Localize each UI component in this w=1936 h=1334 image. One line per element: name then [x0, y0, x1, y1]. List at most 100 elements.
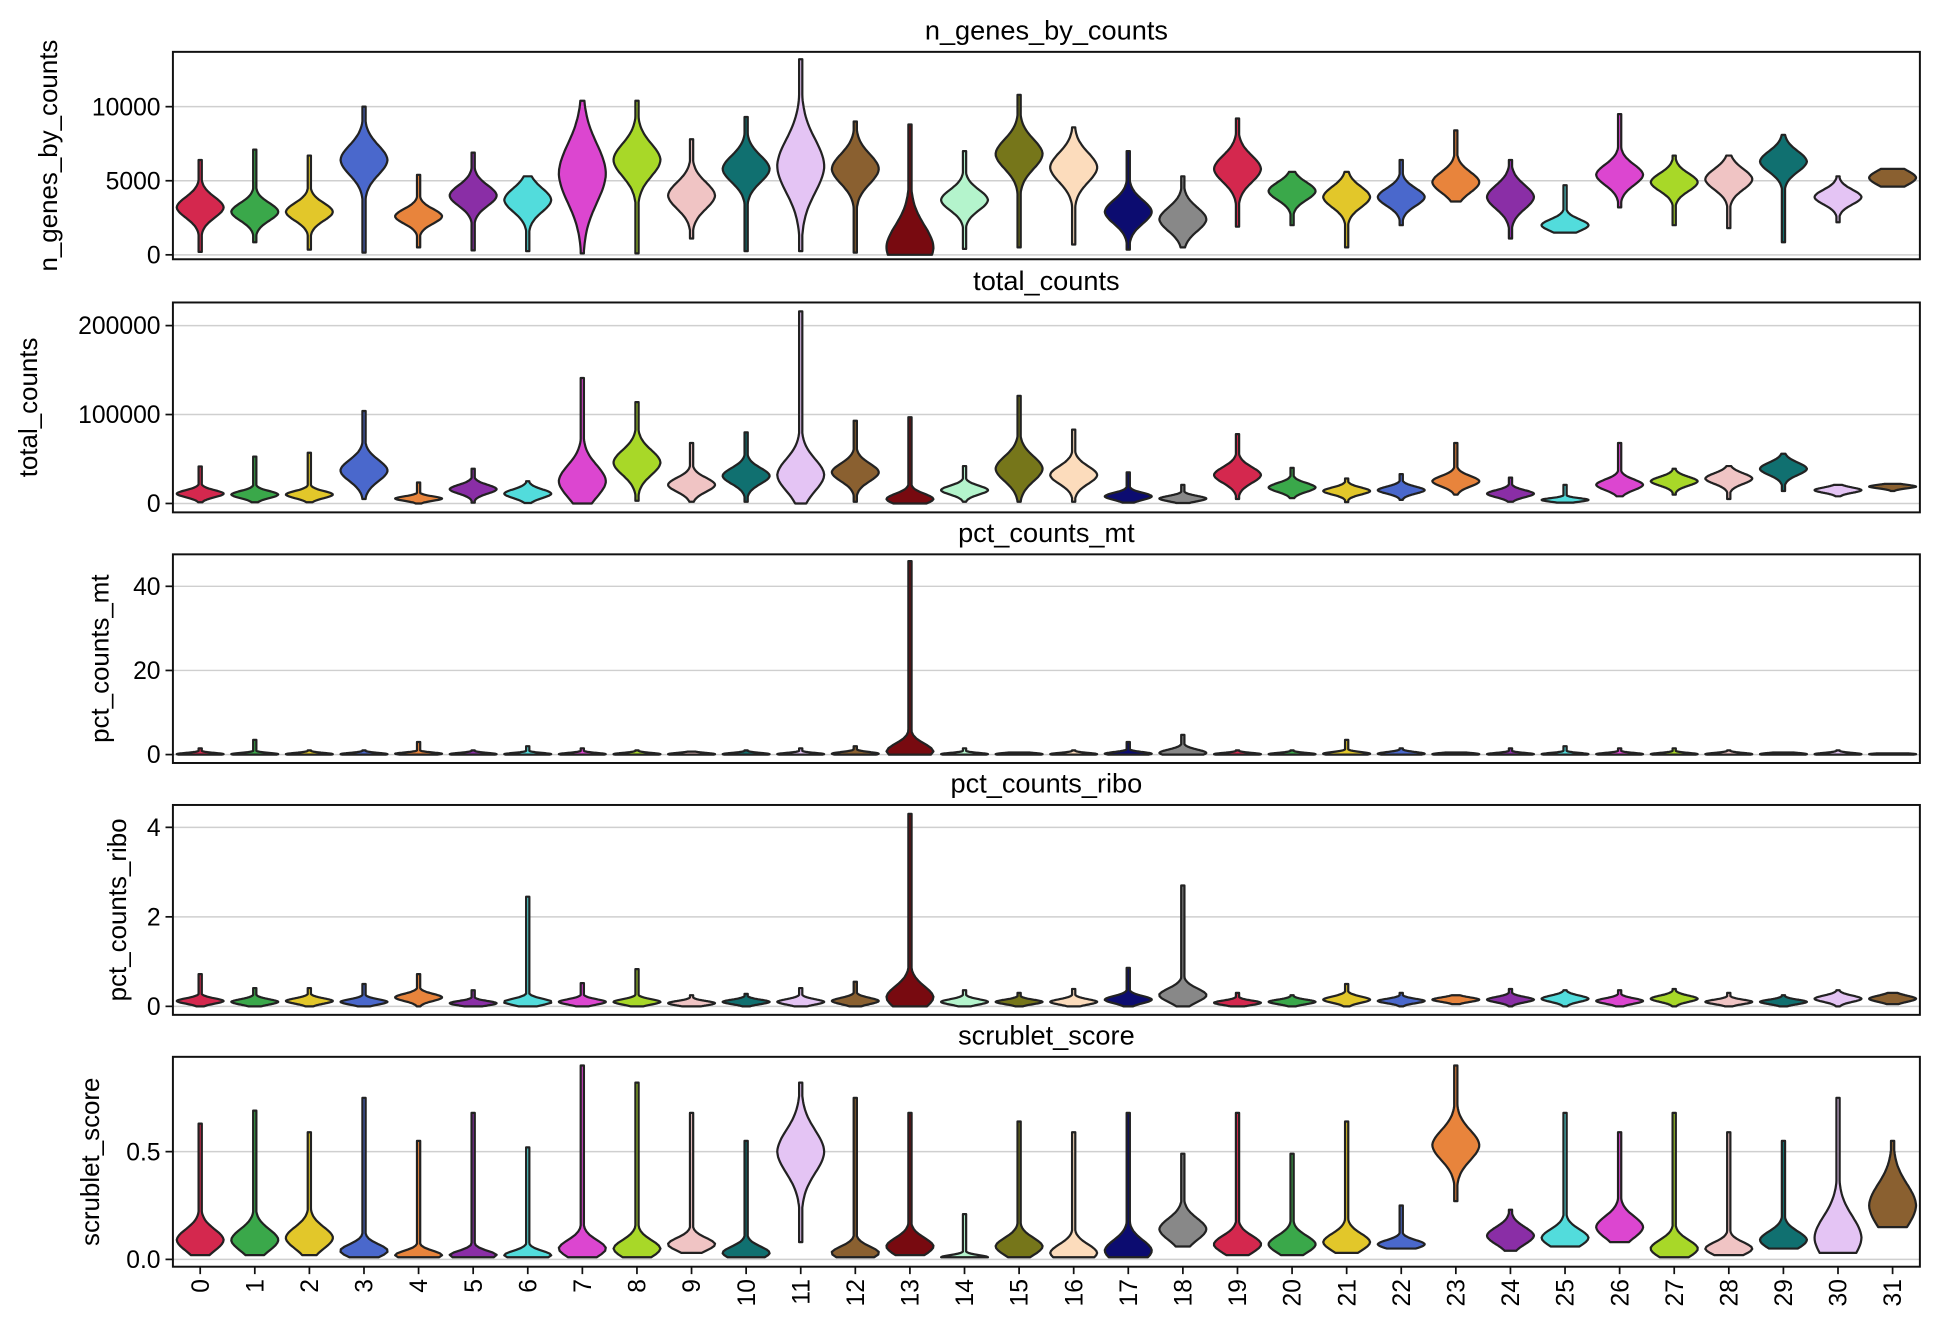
violin-7 — [557, 747, 607, 756]
panel-title: pct_counts_ribo — [951, 768, 1143, 799]
violin-23 — [1431, 129, 1481, 203]
violin-9 — [667, 441, 717, 503]
x-tick-label: 29 — [1771, 1279, 1798, 1306]
violin-5 — [448, 989, 498, 1008]
violin-18 — [1158, 884, 1208, 1008]
violin-3 — [339, 409, 389, 501]
panel-n_genes_by_counts: n_genes_by_counts n_genes_by_counts 0 5000 1… — [35, 15, 1921, 272]
x-tick-label: 31 — [1880, 1279, 1907, 1306]
violin-4 — [394, 481, 444, 505]
violin-22 — [1376, 472, 1426, 502]
x-tick-label: 11 — [788, 1279, 815, 1305]
violin-4 — [394, 740, 444, 756]
violin-13 — [885, 123, 935, 256]
violin-1 — [230, 1109, 280, 1257]
violin-29 — [1758, 452, 1809, 493]
panel-title: pct_counts_mt — [958, 517, 1135, 548]
violin-21 — [1322, 738, 1372, 756]
violin-23 — [1431, 994, 1481, 1006]
violin-3 — [339, 105, 389, 254]
violin-5 — [448, 1111, 498, 1259]
violin-19 — [1212, 432, 1263, 501]
violin-11 — [776, 986, 826, 1008]
violin-31 — [1868, 1139, 1918, 1229]
violin-15 — [994, 394, 1044, 503]
y-axis-label: pct_counts_ribo — [104, 818, 132, 1001]
x-tick-label: 30 — [1826, 1279, 1853, 1306]
violin-1 — [230, 148, 280, 244]
violin-2 — [284, 749, 334, 756]
violin-21 — [1322, 170, 1372, 249]
violin-31 — [1868, 991, 1918, 1006]
violin-13 — [885, 812, 935, 1008]
violin-16 — [1049, 1131, 1099, 1259]
panel-pct_counts_mt: pct_counts_mt pct_counts_mt 0 20 40 — [87, 517, 1921, 769]
violin-9 — [667, 994, 717, 1008]
violin-23 — [1431, 751, 1481, 756]
violin-25 — [1540, 1111, 1590, 1248]
violin-29 — [1758, 994, 1809, 1008]
violin-24 — [1485, 987, 1536, 1008]
x-tick-label: 3 — [352, 1279, 379, 1293]
violin-14 — [939, 747, 990, 756]
violin-19 — [1212, 1111, 1263, 1257]
violin-19 — [1212, 117, 1263, 228]
violin-7 — [557, 982, 607, 1008]
x-tick-label: 24 — [1498, 1279, 1525, 1306]
violin-25 — [1540, 989, 1590, 1008]
violin-11 — [776, 747, 826, 756]
violin-28 — [1704, 991, 1754, 1008]
violin-15 — [994, 751, 1044, 756]
panel-title: total_counts — [973, 265, 1119, 296]
violin-16 — [1049, 428, 1099, 503]
violin-17 — [1103, 471, 1153, 504]
violin-8 — [612, 401, 662, 502]
violin-24 — [1485, 747, 1536, 756]
violin-25 — [1540, 483, 1590, 504]
violin-0 — [175, 747, 225, 756]
violin-13 — [885, 416, 935, 505]
violin-15 — [994, 93, 1044, 249]
violin-18 — [1158, 483, 1208, 505]
violin-11 — [776, 310, 826, 505]
violin-6 — [503, 1146, 553, 1259]
violin-12 — [830, 419, 880, 503]
violin-11 — [776, 1081, 826, 1244]
violin-7 — [557, 99, 607, 255]
violin-28 — [1704, 749, 1754, 756]
violin-21 — [1322, 1120, 1372, 1254]
violin-2 — [284, 451, 334, 504]
violin-18 — [1158, 1152, 1208, 1248]
violin-20 — [1267, 466, 1317, 500]
x-tick-label: 13 — [898, 1279, 925, 1306]
violin-10 — [721, 431, 771, 503]
violin-21 — [1322, 477, 1372, 504]
violin-27 — [1649, 987, 1699, 1008]
panel-title: n_genes_by_counts — [925, 15, 1168, 46]
violin-14 — [939, 1213, 990, 1259]
panel-pct_counts_ribo: pct_counts_ribo pct_counts_ribo 0 2 4 — [104, 768, 1921, 1021]
violin-11 — [776, 58, 826, 253]
y-tick-label: 200000 — [78, 313, 160, 340]
violin-26 — [1595, 112, 1645, 209]
x-tick-label: 7 — [570, 1279, 597, 1293]
violin-30 — [1813, 175, 1863, 224]
violin-10 — [721, 115, 771, 253]
y-tick-label: 0.0 — [126, 1247, 160, 1274]
y-tick-label: 10000 — [92, 94, 161, 121]
violin-20 — [1267, 994, 1317, 1008]
violin-25 — [1540, 745, 1590, 756]
violin-8 — [612, 99, 662, 255]
violin-8 — [612, 1081, 662, 1259]
violin-12 — [830, 1096, 880, 1259]
y-tick-label: 0 — [147, 742, 161, 769]
x-tick-label: 8 — [625, 1279, 652, 1293]
y-tick-label: 5000 — [106, 168, 161, 195]
violin-13 — [885, 1111, 935, 1257]
violin-7 — [557, 1064, 607, 1259]
violin-4 — [394, 972, 444, 1008]
violin-3 — [339, 749, 389, 756]
violin-23 — [1431, 441, 1481, 496]
violin-31 — [1868, 752, 1918, 756]
